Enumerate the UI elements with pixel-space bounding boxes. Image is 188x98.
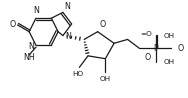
- Text: O: O: [100, 20, 106, 29]
- Text: OH: OH: [100, 76, 111, 82]
- Text: N: N: [64, 2, 70, 11]
- Text: N: N: [65, 32, 71, 41]
- Text: HO: HO: [72, 71, 83, 77]
- Text: O: O: [144, 53, 150, 62]
- Text: OH: OH: [163, 33, 174, 39]
- Text: =O: =O: [140, 31, 152, 37]
- Text: P: P: [153, 44, 158, 53]
- Text: OH: OH: [163, 59, 174, 65]
- Text: N: N: [28, 42, 34, 51]
- Text: N: N: [33, 6, 39, 15]
- Text: NH: NH: [23, 53, 35, 62]
- Text: O: O: [9, 20, 16, 29]
- Text: O: O: [178, 44, 184, 53]
